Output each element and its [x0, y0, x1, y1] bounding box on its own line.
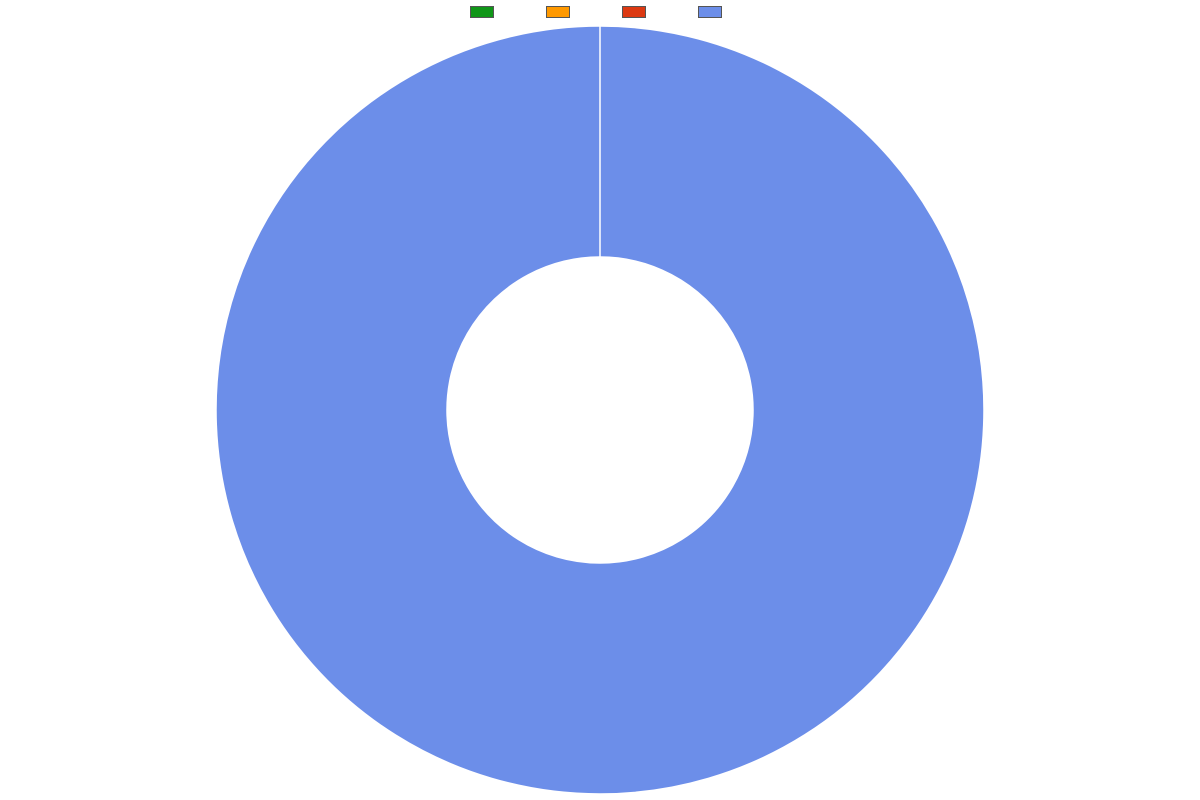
page	[0, 0, 1200, 800]
donut-chart-container	[0, 24, 1200, 796]
donut-chart	[214, 24, 986, 796]
legend-swatch-icon	[546, 6, 570, 18]
legend-swatch-icon	[698, 6, 722, 18]
legend-item[interactable]	[470, 6, 502, 18]
legend-swatch-icon	[470, 6, 494, 18]
legend-item[interactable]	[546, 6, 578, 18]
chart-legend	[0, 6, 1200, 18]
legend-swatch-icon	[622, 6, 646, 18]
legend-item[interactable]	[698, 6, 730, 18]
legend-item[interactable]	[622, 6, 654, 18]
